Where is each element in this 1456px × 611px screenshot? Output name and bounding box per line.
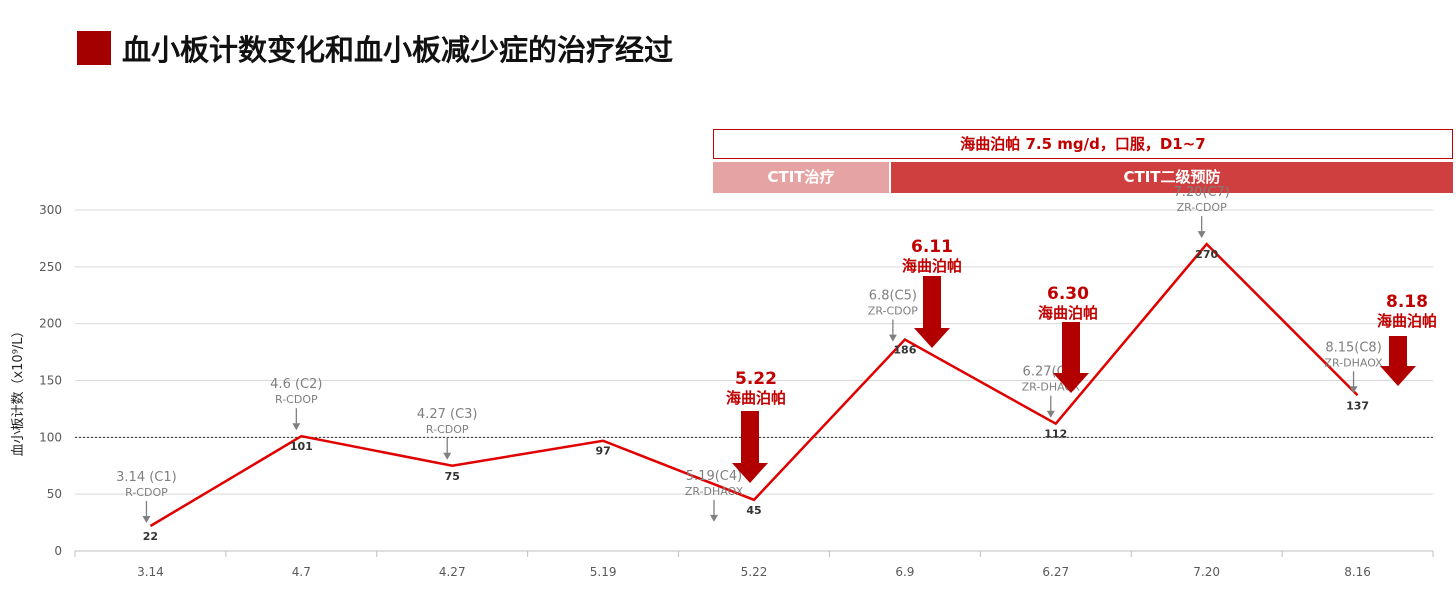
y-tick-label: 200 bbox=[39, 317, 62, 331]
data-label: 101 bbox=[290, 440, 313, 453]
cycle-regimen-label: R-CDOP bbox=[275, 393, 318, 406]
cycle-regimen-label: ZR-CDOP bbox=[1177, 201, 1228, 214]
drug-regimen-bar: 海曲泊帕 7.5 mg/d，口服，D1~7 bbox=[713, 129, 1453, 159]
cycle-label: 3.14 (C1) bbox=[116, 470, 177, 485]
cycle-regimen-label: ZR-CDOP bbox=[868, 305, 919, 318]
x-tick-label: 3.14 bbox=[137, 565, 164, 579]
y-tick-label: 0 bbox=[54, 544, 62, 558]
cycle-marker-arrowhead bbox=[888, 334, 897, 342]
cycle-label: 4.27 (C3) bbox=[417, 407, 478, 422]
cycle-label: 7.20(C7) bbox=[1173, 185, 1229, 200]
annotation-date: 8.18 bbox=[1386, 292, 1428, 312]
data-label: 97 bbox=[595, 445, 610, 458]
annotation-date: 6.11 bbox=[911, 237, 953, 257]
cycle-marker-arrowhead bbox=[1197, 231, 1206, 239]
treatment-arrow bbox=[914, 276, 950, 348]
cycle-regimen-label: R-CDOP bbox=[125, 486, 168, 499]
cycle-label: 8.15(C8) bbox=[1325, 340, 1381, 355]
y-tick-label: 50 bbox=[47, 487, 62, 501]
cycle-regimen-label: ZR-DHAOX bbox=[685, 485, 744, 498]
data-label: 270 bbox=[1195, 248, 1218, 261]
annotation-drug: 海曲泊帕 bbox=[1038, 304, 1098, 322]
series-line bbox=[149, 242, 1359, 528]
cycle-marker-arrowhead bbox=[292, 423, 301, 431]
annotation-date: 6.30 bbox=[1047, 284, 1089, 304]
y-tick-label: 300 bbox=[39, 203, 62, 217]
y-tick-label: 250 bbox=[39, 260, 62, 274]
annotation-drug: 海曲泊帕 bbox=[1377, 312, 1437, 330]
x-tick-label: 4.27 bbox=[439, 565, 466, 579]
x-tick-label: 6.9 bbox=[895, 565, 914, 579]
y-axis-label: 血小板计数（x10⁹/L） bbox=[11, 324, 26, 456]
page-title: 血小板计数变化和血小板减少症的治疗经过 bbox=[122, 33, 674, 67]
cycle-marker-arrowhead bbox=[142, 515, 151, 523]
cycle-label: 6.8(C5) bbox=[869, 289, 917, 304]
x-tick-label: 8.16 bbox=[1344, 565, 1371, 579]
x-tick-label: 6.27 bbox=[1042, 565, 1069, 579]
y-tick-label: 150 bbox=[39, 374, 62, 388]
annotation-drug: 海曲泊帕 bbox=[902, 257, 962, 275]
cycle-marker-arrowhead bbox=[443, 452, 452, 460]
annotation-drug: 海曲泊帕 bbox=[726, 389, 786, 407]
data-label: 22 bbox=[143, 530, 158, 543]
cycle-label: 4.6 (C2) bbox=[270, 377, 322, 392]
cycle-marker-arrowhead bbox=[710, 514, 718, 522]
treatment-arrow bbox=[732, 411, 768, 483]
cycle-regimen-label: ZR-DHAOX bbox=[1324, 356, 1383, 369]
annotation-date: 5.22 bbox=[735, 369, 777, 389]
cycle-marker-arrowhead bbox=[1349, 386, 1358, 394]
cycle-marker-arrowhead bbox=[1046, 410, 1055, 418]
y-tick-label: 100 bbox=[39, 430, 62, 444]
treatment-arrow bbox=[1380, 336, 1416, 386]
x-tick-label: 5.22 bbox=[741, 565, 768, 579]
x-tick-label: 7.20 bbox=[1193, 565, 1220, 579]
data-label: 137 bbox=[1346, 399, 1369, 412]
title-square bbox=[77, 31, 111, 65]
cycle-label: 5.19(C4) bbox=[686, 469, 742, 484]
data-label: 112 bbox=[1044, 428, 1067, 441]
cycle-regimen-label: R-CDOP bbox=[426, 423, 469, 436]
data-label: 75 bbox=[445, 470, 460, 483]
phase-secondary-prevention: CTIT二级预防 bbox=[891, 162, 1453, 193]
x-tick-label: 4.7 bbox=[292, 565, 311, 579]
phase-treatment: CTIT治疗 bbox=[713, 162, 889, 193]
data-label: 186 bbox=[893, 344, 916, 357]
treatment-arrow bbox=[1053, 322, 1089, 393]
x-tick-label: 5.19 bbox=[590, 565, 617, 579]
data-label: 45 bbox=[746, 504, 761, 517]
